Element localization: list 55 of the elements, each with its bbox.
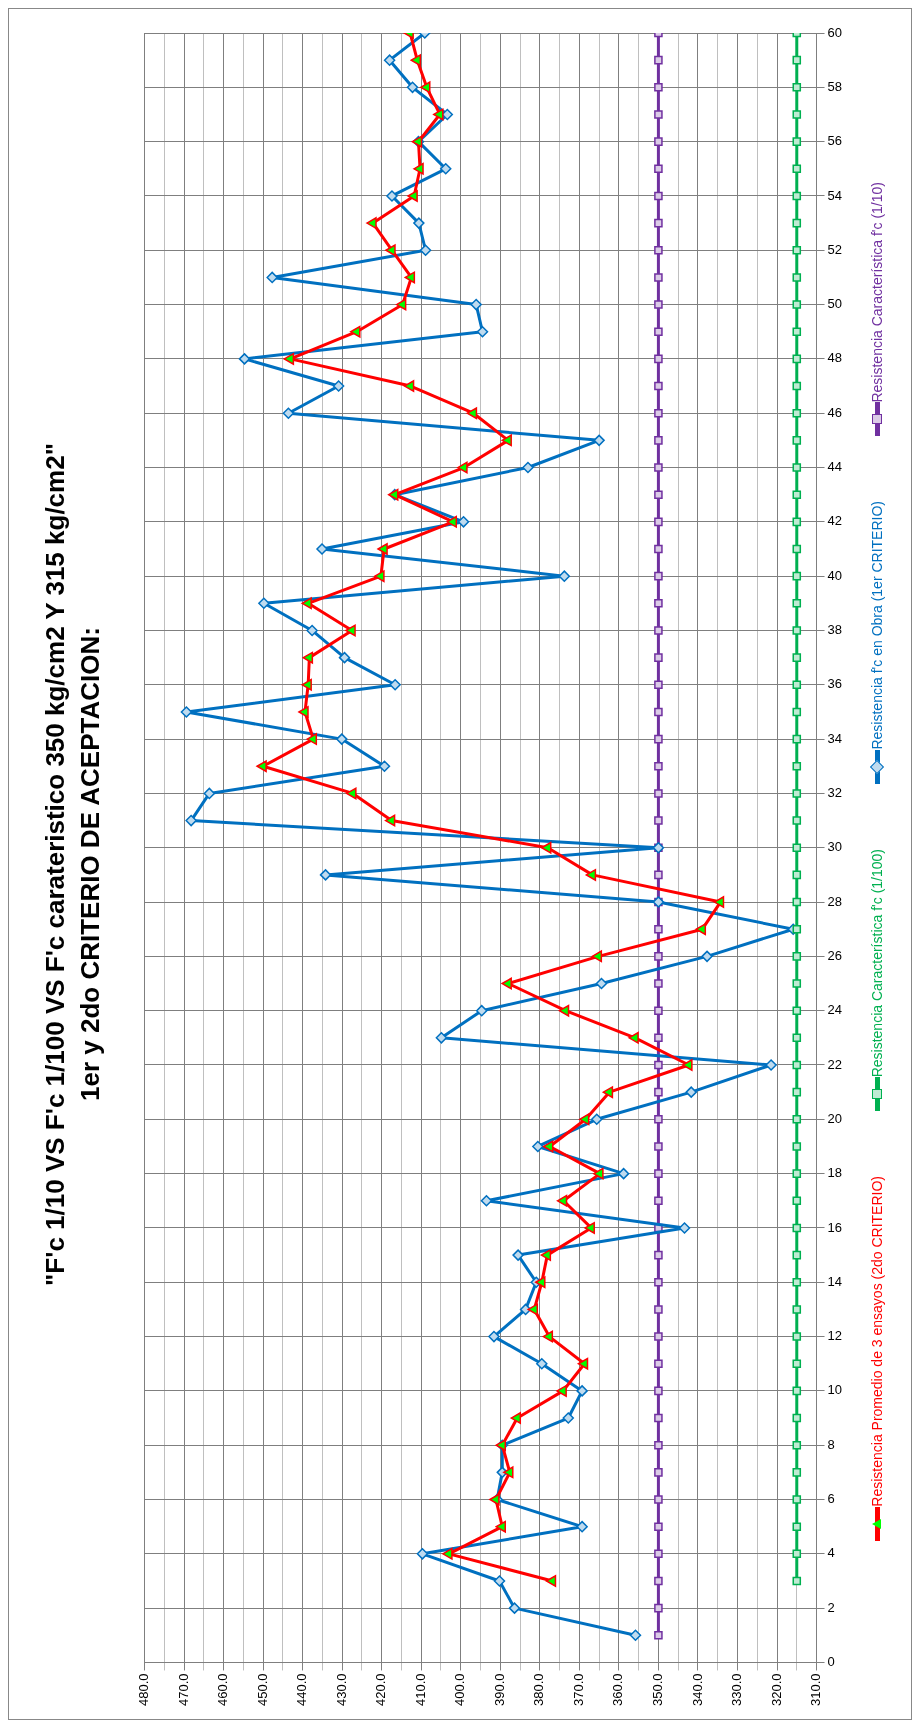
y-tick-label: 30 <box>827 839 843 855</box>
text: Resistencia Característica f'c (1/100) <box>869 849 885 1078</box>
x-tick-label: 420.0 <box>373 1673 389 1707</box>
y-tick-label: 60 <box>827 24 843 40</box>
x-tick-label: 460.0 <box>215 1673 231 1707</box>
x-tick-label: 400.0 <box>452 1673 468 1707</box>
y-tick-label: 32 <box>827 785 843 800</box>
x-tick-label: 330.0 <box>729 1673 745 1707</box>
y-tick-label: 24 <box>827 1002 843 1018</box>
x-tick-label: 430.0 <box>333 1673 349 1707</box>
y-tick-label: 48 <box>827 350 843 366</box>
x-tick-label: 360.0 <box>610 1673 626 1707</box>
y-tick-label: 26 <box>827 947 843 963</box>
y-tick-label: 4 <box>827 1545 835 1561</box>
x-tick-label: 390.0 <box>491 1673 507 1707</box>
x-tick-label: 310.0 <box>808 1673 824 1707</box>
x-tick-label: 320.0 <box>768 1673 784 1707</box>
y-tick-label: 38 <box>827 622 843 638</box>
y-tick-label: 34 <box>827 730 843 746</box>
y-tick-label: 50 <box>827 296 843 312</box>
y-tick-label: 56 <box>827 133 843 149</box>
text: 1er y 2do CRITERIO DE ACEPTACION: <box>74 626 106 1103</box>
y-tick-label: 36 <box>827 676 843 692</box>
text: "F'c 1/10 VS F'c 1/100 VS F'c carateristico 350 kg/cm2 Y 315 kg/cm2" <box>38 442 71 1286</box>
y-tick-label: 0 <box>827 1654 835 1670</box>
y-tick-label: 18 <box>827 1165 843 1181</box>
text: Resistencia f'c en Obra (1er CRITERIO) <box>869 501 885 751</box>
y-tick-label: 20 <box>827 1110 843 1126</box>
x-tick-label: 410.0 <box>412 1673 428 1707</box>
y-tick-label: 58 <box>827 78 843 94</box>
y-tick-label: 16 <box>827 1219 843 1235</box>
text: Resistencia Característica f'c (1/10) <box>869 181 885 403</box>
y-tick-label: 42 <box>827 513 843 529</box>
y-tick-label: 44 <box>827 459 843 475</box>
x-tick-label: 440.0 <box>294 1673 310 1707</box>
y-tick-label: 10 <box>827 1382 843 1398</box>
y-tick-label: 54 <box>827 187 843 203</box>
y-tick-label: 14 <box>827 1273 843 1289</box>
y-tick-label: 2 <box>827 1599 835 1615</box>
y-tick-label: 28 <box>827 893 843 909</box>
y-tick-label: 12 <box>827 1328 843 1344</box>
x-tick-label: 450.0 <box>254 1673 270 1707</box>
y-tick-label: 22 <box>827 1056 843 1072</box>
text: Resistencia Promedio de 3 ensayos (2do CRITERIO) <box>869 1176 885 1508</box>
x-tick-label: 340.0 <box>689 1673 705 1707</box>
y-tick-label: 52 <box>827 241 843 257</box>
y-tick-label: 46 <box>827 404 843 420</box>
x-tick-label: 370.0 <box>570 1673 586 1707</box>
x-tick-label: 480.0 <box>136 1673 152 1707</box>
y-tick-label: 40 <box>827 567 843 583</box>
x-tick-label: 380.0 <box>531 1673 547 1707</box>
y-tick-label: 6 <box>827 1491 835 1507</box>
y-tick-label: 8 <box>827 1436 835 1452</box>
x-tick-label: 470.0 <box>175 1673 191 1707</box>
x-tick-label: 350.0 <box>649 1673 665 1707</box>
